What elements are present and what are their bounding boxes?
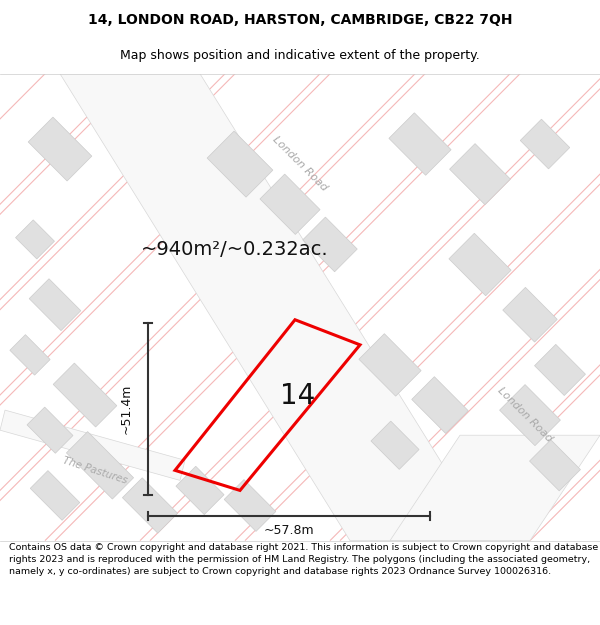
Text: The Pastures: The Pastures <box>61 455 128 486</box>
Text: London Road: London Road <box>271 135 329 193</box>
Polygon shape <box>535 344 586 396</box>
Polygon shape <box>0 410 185 481</box>
Polygon shape <box>503 288 557 342</box>
Polygon shape <box>10 334 50 375</box>
Polygon shape <box>390 435 600 541</box>
Polygon shape <box>224 479 276 531</box>
Polygon shape <box>27 407 73 453</box>
Polygon shape <box>520 119 570 169</box>
Text: ~940m²/~0.232ac.: ~940m²/~0.232ac. <box>141 240 329 259</box>
Polygon shape <box>29 279 81 331</box>
Polygon shape <box>30 471 80 520</box>
Text: Contains OS data © Crown copyright and database right 2021. This information is : Contains OS data © Crown copyright and d… <box>9 543 598 576</box>
Polygon shape <box>500 384 560 446</box>
Text: London Road: London Road <box>496 386 554 444</box>
Polygon shape <box>28 117 92 181</box>
Polygon shape <box>260 174 320 234</box>
Polygon shape <box>122 478 178 533</box>
Polygon shape <box>16 220 55 259</box>
Text: ~51.4m: ~51.4m <box>119 384 133 434</box>
Polygon shape <box>359 334 421 396</box>
Polygon shape <box>412 377 468 434</box>
Polygon shape <box>449 233 511 296</box>
Polygon shape <box>176 466 224 514</box>
Polygon shape <box>207 131 273 197</box>
Text: Map shows position and indicative extent of the property.: Map shows position and indicative extent… <box>120 49 480 62</box>
Polygon shape <box>60 74 490 541</box>
Polygon shape <box>371 421 419 469</box>
Text: 14: 14 <box>280 382 315 410</box>
Text: ~57.8m: ~57.8m <box>263 524 314 537</box>
Polygon shape <box>449 144 511 204</box>
Text: 14, LONDON ROAD, HARSTON, CAMBRIDGE, CB22 7QH: 14, LONDON ROAD, HARSTON, CAMBRIDGE, CB2… <box>88 13 512 27</box>
Polygon shape <box>530 440 580 491</box>
Polygon shape <box>389 112 451 175</box>
Polygon shape <box>303 217 357 272</box>
Polygon shape <box>67 432 134 499</box>
Polygon shape <box>53 363 117 427</box>
